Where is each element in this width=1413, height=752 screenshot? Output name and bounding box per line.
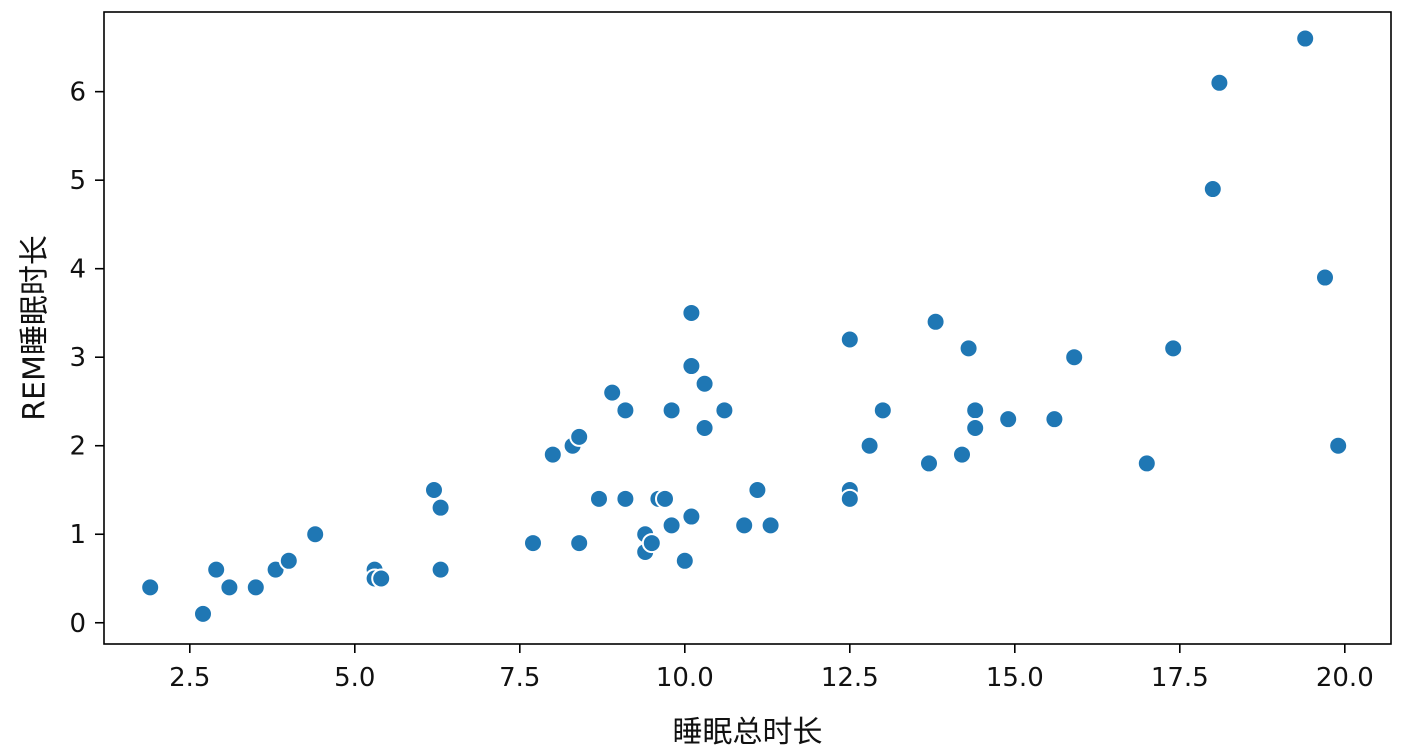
data-point <box>430 497 451 518</box>
data-point <box>1064 347 1085 368</box>
data-point <box>569 426 590 447</box>
data-point <box>523 533 543 554</box>
data-point <box>965 400 986 421</box>
data-point <box>734 515 755 536</box>
y-tick-label: 6 <box>69 78 86 108</box>
data-point <box>681 302 702 323</box>
data-point <box>661 515 682 536</box>
data-point <box>1163 338 1184 359</box>
data-point <box>569 533 590 554</box>
y-tick-label: 5 <box>69 166 86 196</box>
data-point <box>305 524 326 545</box>
y-tick-label: 0 <box>69 609 86 639</box>
y-tick-label: 2 <box>69 432 86 462</box>
data-point <box>747 479 768 500</box>
data-point <box>681 356 702 377</box>
data-point <box>641 533 662 554</box>
data-point <box>206 559 227 580</box>
y-axis-label: REM睡眠时长 <box>18 235 53 421</box>
data-point <box>1328 435 1349 456</box>
data-point <box>925 311 946 332</box>
data-point <box>430 559 451 580</box>
data-point <box>839 329 860 350</box>
data-point <box>839 488 860 509</box>
data-point <box>193 603 213 624</box>
data-point <box>681 506 702 527</box>
data-point <box>872 400 893 421</box>
data-point <box>714 400 735 421</box>
y-axis: 0 1 2 3 4 5 6 <box>69 78 104 639</box>
data-point <box>589 488 609 509</box>
x-tick-label: 10.0 <box>656 663 714 693</box>
data-point <box>965 418 986 439</box>
data-point <box>958 338 979 359</box>
y-tick-label: 1 <box>69 520 86 550</box>
x-axis-label: 睡眠总时长 <box>673 715 823 750</box>
data-point <box>694 373 715 394</box>
data-point <box>661 400 682 421</box>
data-point <box>694 418 715 439</box>
data-point <box>615 400 636 421</box>
x-tick-label: 5.0 <box>334 663 375 693</box>
data-point <box>998 409 1019 430</box>
x-tick-label: 7.5 <box>499 663 540 693</box>
y-tick-label: 3 <box>69 343 86 373</box>
data-point <box>674 550 695 571</box>
x-tick-label: 20.0 <box>1316 663 1374 693</box>
points-layer <box>140 28 1349 624</box>
x-tick-label: 17.5 <box>1151 663 1209 693</box>
data-point <box>919 453 939 474</box>
data-point <box>615 488 636 509</box>
data-point <box>1136 453 1157 474</box>
data-point <box>655 488 675 509</box>
x-axis: 2.5 5.0 7.5 10.0 12.5 15.0 17.5 20.0 <box>169 644 1374 693</box>
data-point <box>219 577 240 598</box>
data-point <box>760 515 781 536</box>
data-point <box>859 435 880 456</box>
data-point <box>1315 267 1335 288</box>
data-point <box>371 568 392 589</box>
x-tick-label: 2.5 <box>169 663 210 693</box>
x-tick-label: 12.5 <box>821 663 879 693</box>
data-point <box>1209 72 1230 93</box>
data-point <box>602 382 623 403</box>
data-point <box>424 479 444 500</box>
data-point <box>278 550 299 571</box>
data-point <box>245 577 266 598</box>
data-point <box>1044 409 1065 430</box>
data-point <box>1295 28 1316 49</box>
y-tick-label: 4 <box>69 255 86 285</box>
data-point <box>140 577 161 598</box>
x-tick-label: 15.0 <box>986 663 1044 693</box>
data-point <box>952 444 972 465</box>
data-point <box>542 444 563 465</box>
plot-frame <box>103 11 1392 645</box>
data-point <box>1202 179 1223 200</box>
